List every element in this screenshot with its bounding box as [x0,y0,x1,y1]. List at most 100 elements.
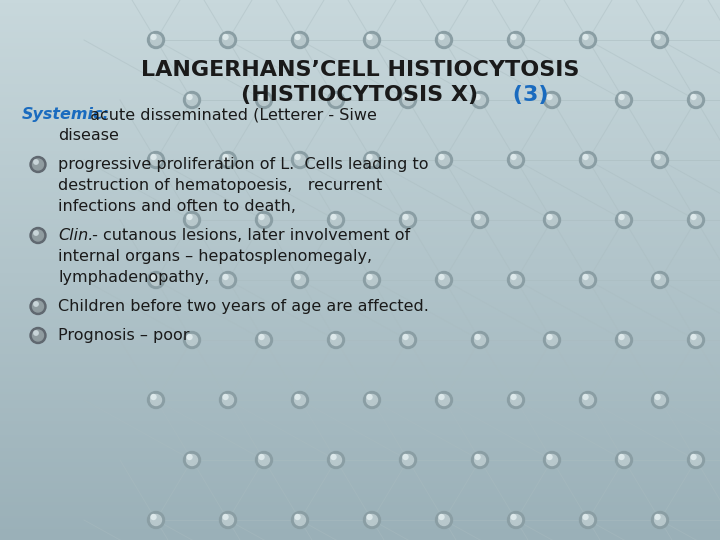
Circle shape [438,154,449,165]
Bar [0,32,720,35]
Circle shape [510,274,521,286]
Circle shape [331,455,336,460]
Circle shape [220,152,236,168]
Bar [0,30,720,32]
Circle shape [544,332,560,348]
Circle shape [402,334,413,346]
Bar [0,116,720,119]
Bar [0,162,720,165]
Circle shape [619,94,624,99]
Bar [0,224,720,227]
Circle shape [223,395,228,400]
Bar [0,459,720,462]
Bar [0,443,720,445]
Circle shape [148,511,164,529]
Circle shape [652,152,668,168]
Circle shape [616,212,632,228]
Bar [0,5,720,8]
Bar [0,143,720,146]
Circle shape [474,334,485,346]
Circle shape [222,515,233,525]
Bar [0,251,720,254]
Bar [0,205,720,208]
Circle shape [150,154,161,165]
Circle shape [508,511,524,529]
Circle shape [328,91,344,109]
Bar [0,202,720,205]
Circle shape [688,212,704,228]
Bar [0,40,720,43]
Bar [0,135,720,138]
Bar [0,467,720,470]
Circle shape [654,515,665,525]
Bar [0,197,720,200]
Circle shape [32,301,43,312]
Bar [0,305,720,308]
Circle shape [30,227,46,244]
Bar [0,284,720,286]
Circle shape [436,152,452,168]
Bar [0,127,720,130]
Circle shape [30,157,46,172]
Circle shape [475,334,480,340]
Circle shape [544,91,560,109]
Bar [0,359,720,362]
Circle shape [328,212,344,228]
Bar [0,76,720,78]
Bar [0,230,720,232]
Bar [0,529,720,532]
Circle shape [618,94,629,105]
Circle shape [654,274,665,286]
Bar [0,86,720,89]
Circle shape [331,214,336,219]
Bar [0,54,720,57]
Circle shape [220,272,236,288]
Bar [0,35,720,38]
Circle shape [580,272,596,288]
Bar [0,262,720,265]
Bar [0,332,720,335]
Bar [0,462,720,464]
Circle shape [583,154,588,159]
Text: lymphadenopathy,: lymphadenopathy, [58,270,210,285]
Circle shape [292,31,308,49]
Text: - cutanous lesions, later involvement of: - cutanous lesions, later involvement of [87,228,410,243]
Bar [0,68,720,70]
Bar [0,518,720,521]
Circle shape [331,334,336,340]
Circle shape [580,152,596,168]
Circle shape [652,272,668,288]
Circle shape [403,455,408,460]
Bar [0,416,720,418]
Circle shape [151,274,156,280]
Bar [0,227,720,229]
Circle shape [400,212,416,228]
Circle shape [150,35,161,45]
Circle shape [439,515,444,519]
Bar [0,378,720,381]
Circle shape [366,515,377,525]
Circle shape [439,395,444,400]
Bar [0,448,720,451]
Bar [0,321,720,324]
Circle shape [184,451,200,469]
Bar [0,65,720,68]
Circle shape [259,214,264,219]
Circle shape [616,91,632,109]
Circle shape [475,455,480,460]
Circle shape [616,451,632,469]
Bar [0,375,720,378]
Bar [0,292,720,294]
Bar [0,267,720,270]
Circle shape [511,395,516,400]
Circle shape [546,334,557,346]
Circle shape [691,94,696,99]
Bar [0,494,720,497]
Bar [0,124,720,127]
Circle shape [367,35,372,39]
Bar [0,281,720,284]
Bar [0,335,720,338]
Bar [0,289,720,292]
Bar [0,392,720,394]
Bar [0,184,720,186]
